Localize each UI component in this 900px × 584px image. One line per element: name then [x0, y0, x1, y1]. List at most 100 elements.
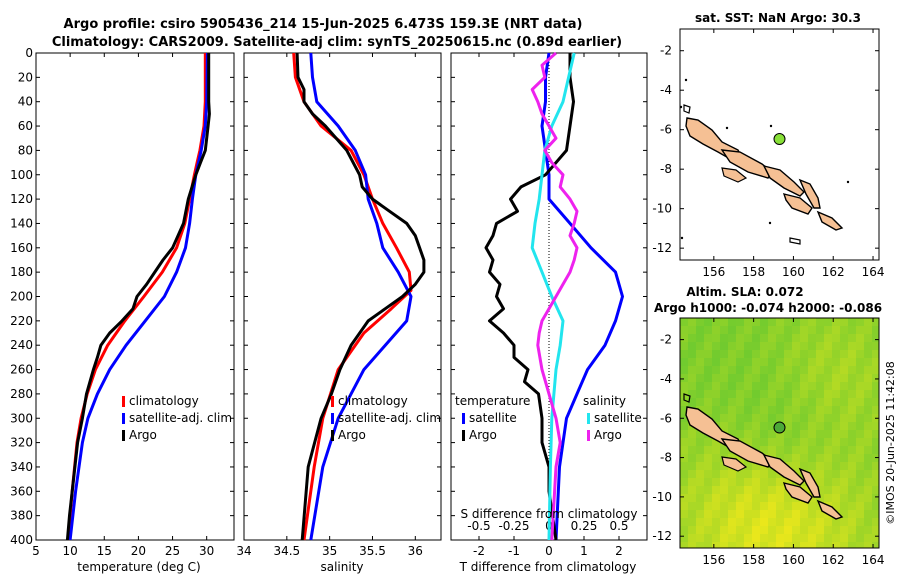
sla-cell — [864, 542, 873, 548]
sla-cell — [752, 326, 761, 335]
sla-cell — [728, 550, 737, 559]
legend-label-temp-argo: Argo — [469, 428, 497, 442]
sla-cell — [696, 366, 705, 375]
sla-cell — [720, 398, 729, 407]
sla-cell — [752, 366, 761, 375]
sla-cell — [816, 414, 825, 423]
map-y-tick-label: -4 — [660, 372, 672, 386]
sla-cell — [808, 374, 817, 383]
sla-cell — [720, 334, 729, 343]
sla-cell — [800, 422, 809, 431]
y-tick-label: 360 — [10, 484, 33, 498]
sla-cell — [736, 326, 745, 335]
sla-cell — [720, 534, 729, 543]
sla-cell — [808, 422, 817, 431]
sla-cell — [760, 542, 769, 548]
sla-cell — [848, 438, 857, 447]
sla-cell — [864, 382, 873, 391]
sla-cell — [704, 334, 713, 343]
island-malaita — [798, 178, 821, 209]
island-makira — [816, 210, 844, 231]
map-y-tick-label: -8 — [660, 162, 672, 176]
sla-cell — [728, 398, 737, 407]
sla-cell — [808, 318, 817, 327]
sla-cell — [752, 462, 761, 471]
sla-cell — [776, 502, 785, 511]
sla-cell — [752, 318, 761, 327]
sla-cell — [704, 454, 713, 463]
sla-cell — [736, 510, 745, 519]
map-x-tick-label: 156 — [702, 265, 725, 279]
sla-cell — [872, 486, 879, 495]
x-tick-label: 35 — [322, 544, 337, 558]
sla-cell — [728, 358, 737, 367]
sla-cell — [816, 478, 825, 487]
sla-cell — [720, 446, 729, 455]
sla-cell — [864, 510, 873, 519]
sla-cell — [736, 406, 745, 415]
sla-cell — [696, 398, 705, 407]
sla-cell — [680, 462, 689, 471]
sla-cell — [840, 334, 849, 343]
sla-cell — [824, 534, 833, 543]
salinity-legend: climatology satellite-adj. clim Argo — [331, 394, 441, 442]
sla-cell — [816, 526, 825, 535]
sla-cell — [848, 430, 857, 439]
sla-cell — [704, 518, 713, 527]
sla-cell — [688, 550, 697, 559]
sla-cell — [704, 366, 713, 375]
sla-cell — [792, 462, 801, 471]
sla-cell — [688, 518, 697, 527]
sla-cell — [696, 494, 705, 503]
sla-cell — [752, 526, 761, 535]
sla-cell — [776, 486, 785, 495]
sla-cell — [728, 414, 737, 423]
map-x-tick-label: 156 — [702, 553, 725, 567]
sla-cell — [728, 526, 737, 535]
x-tick-label: -1 — [508, 544, 520, 558]
sla-cell — [776, 358, 785, 367]
sla-cell — [768, 430, 777, 439]
sla-cell — [688, 398, 697, 407]
sla-cell — [840, 446, 849, 455]
sla-cell — [824, 446, 833, 455]
x-tick-label: 5 — [32, 544, 40, 558]
sla-cell — [864, 494, 873, 503]
sla-cell — [840, 342, 849, 351]
sla-cell — [840, 518, 849, 527]
y-tick-label: 180 — [10, 265, 33, 279]
y-tick-label: 400 — [10, 533, 33, 547]
sla-cell — [760, 478, 769, 487]
sla-cell — [712, 334, 721, 343]
series-line-argo — [65, 53, 211, 541]
sla-cell — [776, 518, 785, 527]
sla-cell — [728, 382, 737, 391]
sla-cell — [680, 350, 689, 359]
sla-cell — [784, 334, 793, 343]
sla-cell — [800, 406, 809, 415]
map-y-tick-label: -8 — [660, 451, 672, 465]
sla-cell — [736, 470, 745, 479]
sla-cell — [816, 422, 825, 431]
sla-cell — [840, 430, 849, 439]
sla-cell — [808, 382, 817, 391]
map-y-tick-label: -2 — [660, 333, 672, 347]
legend-title-temperature: temperature — [455, 394, 530, 408]
series-line-salinity-satellite — [530, 52, 576, 541]
sla-cell — [744, 350, 753, 359]
sla-cell — [848, 494, 857, 503]
sla-cell — [808, 526, 817, 535]
sla-cell — [800, 526, 809, 535]
sla-cell — [680, 422, 689, 431]
sla-cell — [784, 494, 793, 503]
sla-cell — [848, 422, 857, 431]
sla-cell — [712, 510, 721, 519]
legend-label-argo: Argo — [338, 428, 366, 442]
sla-cell — [696, 374, 705, 383]
sla-cell — [696, 446, 705, 455]
sla-cell — [728, 478, 737, 487]
top-x-tick-label: -0.5 — [467, 519, 490, 533]
sla-cell — [872, 446, 879, 455]
sla-cell — [696, 358, 705, 367]
sla-cell — [744, 358, 753, 367]
